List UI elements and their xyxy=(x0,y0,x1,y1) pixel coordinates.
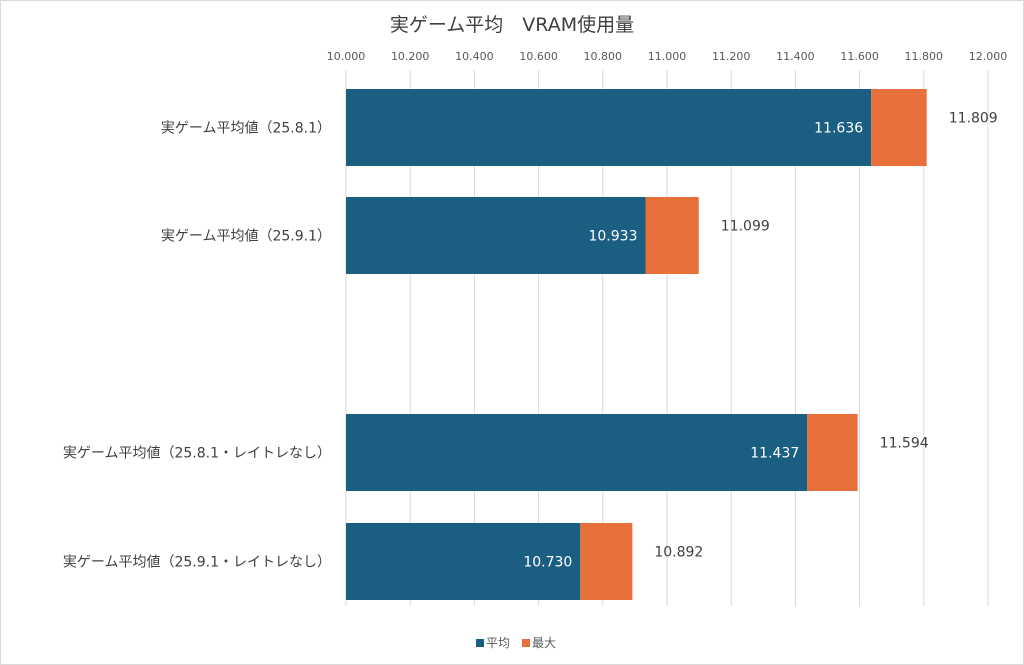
legend-label: 平均 xyxy=(486,636,510,650)
x-tick-label: 10.200 xyxy=(391,50,430,63)
data-label-max: 11.809 xyxy=(949,111,998,127)
bar-average xyxy=(346,414,808,491)
data-label-average: 10.730 xyxy=(523,555,572,571)
bar-max xyxy=(807,414,858,491)
data-label-max: 11.594 xyxy=(880,436,929,452)
category-label: 実ゲーム平均値（25.9.1） xyxy=(161,229,331,245)
bar-max xyxy=(871,89,927,166)
x-tick-label: 10.600 xyxy=(519,50,558,63)
data-label-average: 11.636 xyxy=(814,121,863,137)
category-label: 実ゲーム平均値（25.8.1・レイトレなし） xyxy=(63,446,331,462)
category-label: 実ゲーム平均値（25.9.1・レイトレなし） xyxy=(63,555,331,571)
data-label-max: 11.099 xyxy=(721,219,770,235)
category-label: 実ゲーム平均値（25.8.1） xyxy=(161,121,331,137)
legend-swatch xyxy=(476,639,484,647)
x-tick-label: 10.400 xyxy=(455,50,494,63)
data-label-max: 10.892 xyxy=(654,545,703,561)
bar-max xyxy=(645,197,699,274)
legend-swatch xyxy=(522,639,530,647)
legend-label: 最大 xyxy=(532,636,556,650)
bar-average xyxy=(346,89,872,166)
x-tick-label: 11.800 xyxy=(905,50,944,63)
x-tick-label: 11.000 xyxy=(648,50,687,63)
x-tick-label: 11.600 xyxy=(840,50,879,63)
x-tick-label: 12.000 xyxy=(969,50,1008,63)
x-tick-label: 11.400 xyxy=(776,50,815,63)
x-tick-label: 11.200 xyxy=(712,50,751,63)
x-tick-label: 10.000 xyxy=(327,50,366,63)
bar-average xyxy=(346,197,646,274)
data-label-average: 10.933 xyxy=(588,229,637,245)
x-tick-label: 10.800 xyxy=(584,50,623,63)
bar-average xyxy=(346,523,581,600)
data-label-average: 11.437 xyxy=(750,446,799,462)
chart-title: 実ゲーム平均 VRAM使用量 xyxy=(390,14,634,36)
bar-max xyxy=(580,523,633,600)
